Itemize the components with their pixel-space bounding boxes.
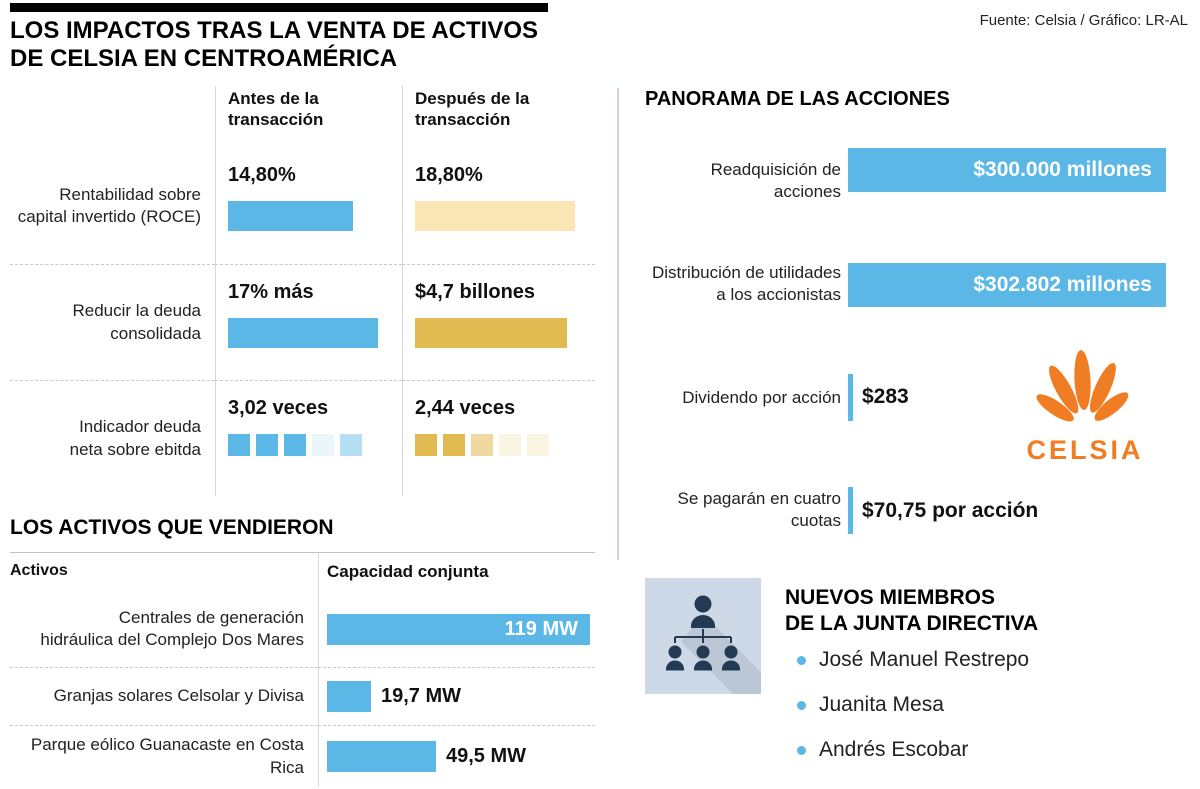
impacts-header-spacer [10,86,215,148]
celsia-logo: CELSIA [1000,348,1170,466]
assets-table: Activos Capacidad conjunta Centrales de … [10,552,595,787]
value-label: 3,02 veces [228,397,329,419]
tick-cuotas [848,487,853,534]
celsia-rays-icon [1036,350,1129,422]
squares-ebitda-before [228,434,402,456]
impacts-cell-roce-before: 14,80% [215,148,402,264]
bullet-icon [797,700,806,710]
bar-solar [327,681,371,712]
panorama-label-cuotas: Se pagarán en cuatro cuotas [677,489,841,531]
value-label: $302.802 millones [973,273,1152,296]
bullet-icon [797,655,806,665]
member-name: Andrés Escobar [819,738,969,761]
right-column: PANORAMA DE LAS ACCIONES Readquisición d… [645,0,1190,789]
value-label: $4,7 billones [415,281,536,303]
value-label: 14,80% [228,164,296,186]
panorama-label-distribucion: Distribución de utilidades a los accioni… [652,263,841,305]
impacts-row-label-roce: Rentabilidad sobre capital invertido (RO… [17,184,201,226]
value-label: $283 [862,385,909,408]
board-section-title: NUEVOS MIEMBROS DE LA JUNTA DIRECTIVA [785,586,1039,636]
org-chart-icon [645,578,761,694]
bar-readquisicion: $300.000 millones [848,148,1166,192]
impacts-row-label-ebitda: Indicador deuda neta sobre ebitda [10,380,215,496]
asset-capacity-solar: 19,7 MW [318,667,595,725]
impacts-table: Antes de la transacción Después de la tr… [10,86,595,496]
asset-label-dos-mares: Centrales de generación hidráulica del C… [40,607,304,649]
title-accent-bar [10,3,548,12]
panorama-section-title: PANORAMA DE LAS ACCIONES [645,88,950,110]
asset-label-solar: Granjas solares Celsolar y Divisa [10,667,318,725]
section-divider [617,88,619,560]
bar-roce-after [415,201,575,231]
tick-dividendo [848,374,853,421]
impacts-cell-ebitda-before: 3,02 veces [215,380,402,496]
source-credit: Fuente: Celsia / Gráfico: LR-AL [979,12,1188,29]
impacts-cell-roce-after: 18,80% [402,148,595,264]
bar-debt-before [228,318,378,348]
value-label: $300.000 millones [973,158,1152,181]
celsia-wordmark: CELSIA [1026,435,1144,465]
page-title: LOS IMPACTOS TRAS LA VENTA DE ACTIVOS DE… [10,17,539,73]
impacts-cell-ebitda-after: 2,44 veces [402,380,595,496]
column-header-after: Después de la transacción [402,86,595,148]
bar-wind [327,741,436,772]
assets-column-header: Activos [10,562,68,579]
bullet-icon [797,745,806,755]
panorama-label-readquisicion: Readquisición de acciones [710,160,841,202]
impacts-cell-debt-after: $4,7 billones [402,264,595,380]
member-name: José Manuel Restrepo [819,648,1030,671]
value-label: 49,5 MW [446,745,527,767]
value-label: 2,44 veces [415,397,516,419]
bar-distribucion: $302.802 millones [848,263,1166,307]
member-name: Juanita Mesa [819,693,944,716]
value-label: $70,75 por acción [862,499,1039,522]
list-item: Andrés Escobar [797,735,1029,765]
value-label: 119 MW [504,617,578,640]
bar-debt-after [415,318,567,348]
bar-roce-before [228,201,353,231]
list-item: José Manuel Restrepo [797,645,1029,675]
assets-section-title: LOS ACTIVOS QUE VENDIERON [10,516,334,539]
capacity-column-header: Capacidad conjunta [318,553,595,591]
asset-capacity-wind: 49,5 MW [318,725,595,787]
value-label: 19,7 MW [381,685,462,707]
bar-dos-mares: 119 MW [327,613,590,645]
squares-ebitda-after [415,434,595,456]
board-members-list: José Manuel Restrepo Juanita Mesa Andrés… [797,645,1029,780]
asset-capacity-dos-mares: 119 MW [318,591,595,667]
impacts-row-label-debt: Reducir la deuda consolidada [10,264,215,380]
column-header-before: Antes de la transacción [215,86,402,148]
value-label: 17% más [228,281,314,303]
impacts-cell-debt-before: 17% más [215,264,402,380]
list-item: Juanita Mesa [797,690,1029,720]
value-label: 18,80% [415,164,483,186]
panorama-label-dividendo: Dividendo por acción [682,388,841,407]
asset-label-wind: Parque eólico Guanacaste en Costa Rica [10,725,318,787]
